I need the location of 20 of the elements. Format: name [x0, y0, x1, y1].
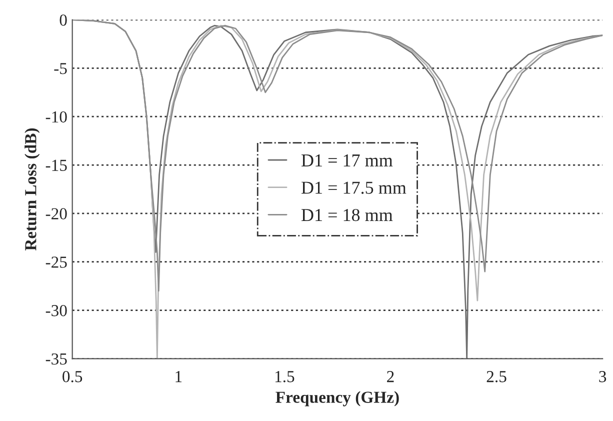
x-tick-label: 1.5: [275, 371, 294, 382]
y-tick-label: -25: [46, 256, 67, 268]
y-tick-label: -15: [46, 160, 67, 171]
x-tick-label: 1: [176, 371, 182, 382]
x-axis-title: Frequency (GHz): [276, 391, 399, 406]
line-series: [72, 20, 603, 292]
y-tick-label: -30: [46, 304, 67, 316]
x-tick-label: 2: [387, 371, 394, 382]
x-tick-label: 3: [599, 371, 606, 382]
legend-label: D1 = 17.5 mm: [301, 182, 406, 194]
y-tick-label: -20: [46, 208, 67, 220]
legend-label: D1 = 17 mm: [301, 154, 393, 166]
legend-label: D1 = 18 mm: [301, 208, 393, 222]
x-tick-label: 2.5: [486, 371, 506, 382]
y-axis-title: Return Loss (dB): [24, 128, 40, 251]
y-tick-label: -10: [46, 111, 67, 123]
x-tick-label: 0.5: [62, 370, 82, 382]
y-tick-label: 0: [60, 14, 67, 26]
y-tick-label: -35: [46, 353, 67, 365]
y-tick-label: -5: [54, 63, 67, 74]
